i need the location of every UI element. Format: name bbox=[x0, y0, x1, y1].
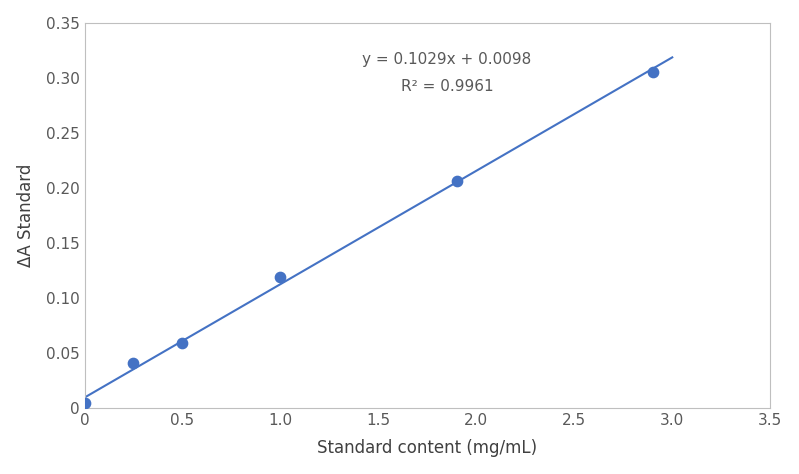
Point bbox=[646, 68, 659, 76]
Point bbox=[176, 339, 189, 347]
X-axis label: Standard content (mg/mL): Standard content (mg/mL) bbox=[317, 439, 538, 457]
Point bbox=[127, 359, 140, 367]
Point bbox=[451, 178, 463, 185]
Y-axis label: ΔA Standard: ΔA Standard bbox=[17, 164, 34, 267]
Point bbox=[274, 273, 287, 281]
Point bbox=[78, 399, 91, 407]
Text: R² = 0.9961: R² = 0.9961 bbox=[400, 79, 493, 94]
Text: y = 0.1029x + 0.0098: y = 0.1029x + 0.0098 bbox=[362, 52, 531, 67]
